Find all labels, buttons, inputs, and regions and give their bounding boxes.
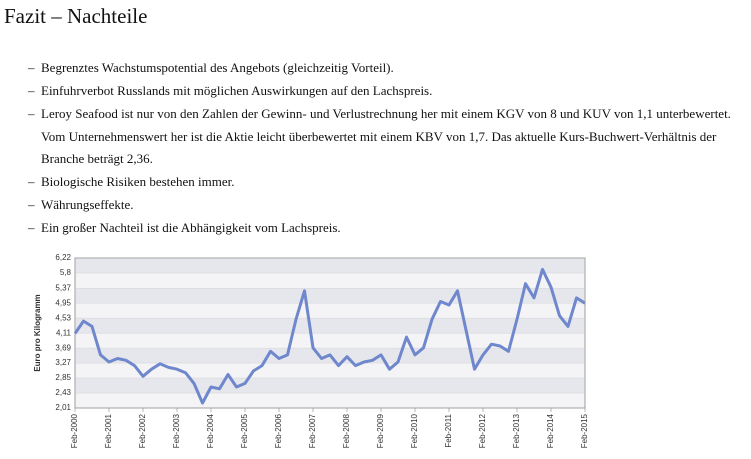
bullet-text: Begrenztes Wachstumspotential des Angebo… [41,60,394,75]
y-tick-label: 3,27 [55,358,71,367]
bullet: – Leroy Seafood ist nur von den Zahlen de… [28,103,748,171]
bullet-text: Biologische Risiken bestehen immer. [41,174,235,189]
y-tick-label: 2,43 [55,388,71,397]
y-tick-label: 5,8 [60,268,72,277]
grid-band [75,258,585,273]
x-tick-label: Feb-2010 [410,413,419,448]
x-tick-label: Feb-2004 [206,413,215,448]
x-tick-label: Feb-2006 [274,413,283,448]
plot-border [74,257,586,409]
bullet: – Einfuhrverbot Russlands mit möglichen A… [28,80,748,103]
bullet-text: Einfuhrverbot Russlands mit möglichen Au… [41,83,433,98]
x-tick-label: Feb-2013 [512,413,521,448]
dash: – [28,220,35,235]
dash: – [28,60,35,75]
dash: – [28,106,35,121]
y-tick-label: 4,53 [55,313,71,322]
x-tick-label: Feb-2002 [138,413,147,448]
bullet-text: Leroy Seafood ist nur von den Zahlen der… [41,106,731,166]
bullet-list: – Begrenztes Wachstumspotential des Angeb… [28,57,748,240]
dash: – [28,197,35,212]
y-tick-label: 4,95 [55,298,71,307]
x-tick-label: Feb-2012 [478,413,487,448]
slide-title: Fazit – Nachteile [4,4,148,28]
dash: – [28,83,35,98]
bullet: – Ein großer Nachteil ist die Abhängigkei… [28,217,748,240]
x-tick-label: Feb-2008 [342,413,351,448]
x-tick-label: Feb-2015 [580,413,589,448]
x-tick-label: Feb-2001 [104,413,113,448]
bullet-text: Währungseffekte. [41,197,134,212]
y-axis-label: Euro pro Kilogramm [33,294,42,371]
y-tick-label: 4,11 [56,328,72,337]
x-tick-label: Feb-2000 [70,413,79,448]
bullet: – Währungseffekte. [28,194,748,217]
x-tick-label: Feb-2009 [376,413,385,448]
price-line [73,267,586,405]
y-tick-label: 5,37 [55,283,71,292]
grid-band [75,318,585,334]
y-tick-label: 3,69 [55,343,71,352]
bullet-text: Ein großer Nachteil ist die Abhängigkeit… [41,220,341,235]
x-tick-label: Feb-2007 [308,413,317,448]
x-tick-label: Feb-2003 [172,413,181,448]
x-tick-label: Feb-2011 [444,413,453,447]
y-tick-label: 2,01 [55,403,71,412]
x-tick-label: Feb-2014 [546,413,555,448]
y-tick-label: 6,22 [55,253,71,262]
x-tick-label: Feb-2005 [240,413,249,448]
grid-band [75,378,585,394]
bullet: – Biologische Risiken bestehen immer. [28,171,748,194]
dash: – [28,174,35,189]
grid-band [75,288,585,304]
bullet: – Begrenztes Wachstumspotential des Angeb… [28,57,748,80]
y-tick-label: 2,85 [55,373,71,382]
